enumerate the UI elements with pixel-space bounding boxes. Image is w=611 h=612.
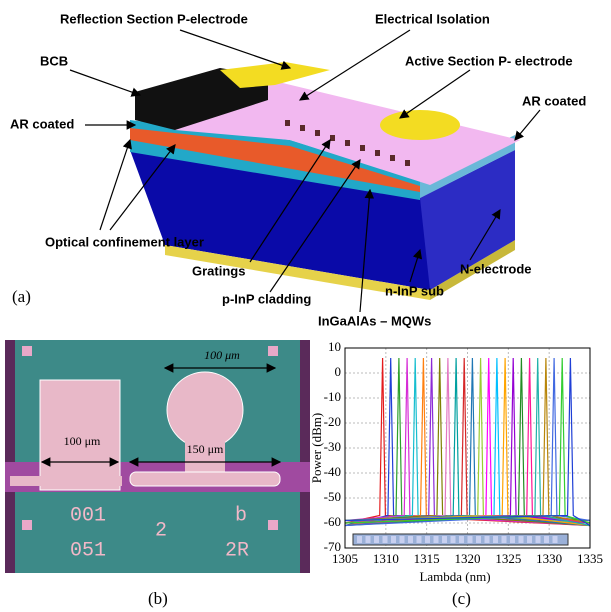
x-tick-label: 1335 — [577, 551, 603, 566]
y-tick-label: -60 — [324, 514, 341, 529]
scale-label: 100 μm — [204, 348, 240, 362]
y-tick-label: 0 — [335, 364, 342, 379]
inset-cell — [493, 536, 498, 543]
x-tick-label: 1305 — [332, 551, 358, 566]
y-tick-label: -10 — [324, 389, 341, 404]
inset-cell — [468, 536, 473, 543]
die-mark: 001 — [70, 504, 106, 527]
scale-label: 150 μm — [187, 442, 224, 456]
inset-cell — [417, 536, 422, 543]
die-mark: 2R — [225, 539, 249, 562]
label: p-InP cladding — [222, 291, 311, 306]
inset-cell — [374, 536, 379, 543]
inset-cell — [408, 536, 413, 543]
label: InGaAlAs – MQWs — [318, 313, 431, 328]
y-tick-label: -30 — [324, 439, 341, 454]
inset-cell — [459, 536, 464, 543]
inset-cell — [400, 536, 405, 543]
x-tick-label: 1330 — [536, 551, 562, 566]
scale-label: 100 μm — [64, 434, 101, 448]
label: AR coated — [522, 93, 586, 108]
label: Electrical Isolation — [375, 11, 490, 26]
label: Gratings — [192, 263, 245, 278]
inset-cell — [527, 536, 532, 543]
inset-cell — [383, 536, 388, 543]
inset-cell — [425, 536, 430, 543]
inset-cell — [366, 536, 371, 543]
inset-cell — [544, 536, 549, 543]
label: Active Section P- electrode — [405, 53, 573, 68]
label: N-electrode — [460, 261, 532, 276]
inset-cell — [391, 536, 396, 543]
die-mark: 051 — [70, 539, 106, 562]
inset-cell — [553, 536, 558, 543]
label: AR coated — [10, 116, 74, 131]
label: Optical confinement layer — [45, 234, 204, 249]
inset-cell — [451, 536, 456, 543]
y-axis-title: Power (dBm) — [309, 413, 324, 483]
x-tick-label: 1310 — [373, 551, 399, 566]
y-tick-label: 10 — [328, 339, 341, 354]
die-mark: b — [235, 504, 247, 527]
inset-cell — [442, 536, 447, 543]
inset-cell — [357, 536, 362, 543]
inset-cell — [485, 536, 490, 543]
figure: Reflection Section P-electrode Electrica… — [0, 0, 611, 612]
die-mark: 2 — [155, 519, 167, 542]
label: Reflection Section P-electrode — [60, 11, 248, 26]
y-tick-label: -20 — [324, 414, 341, 429]
inset-cell — [476, 536, 481, 543]
x-tick-label: 1325 — [495, 551, 521, 566]
chip-inset — [353, 534, 568, 545]
label: n-InP sub — [385, 283, 444, 298]
caption: (c) — [452, 589, 471, 608]
x-tick-label: 1315 — [414, 551, 440, 566]
y-tick-label: -50 — [324, 489, 341, 504]
inset-cell — [536, 536, 541, 543]
inset-cell — [502, 536, 507, 543]
y-tick-label: -40 — [324, 464, 341, 479]
label: BCB — [40, 53, 68, 68]
inset-cell — [519, 536, 524, 543]
caption: (b) — [148, 589, 168, 608]
inset-cell — [510, 536, 515, 543]
caption: (a) — [12, 287, 31, 306]
x-tick-label: 1320 — [455, 551, 481, 566]
x-axis-title: Lambda (nm) — [419, 569, 490, 584]
inset-cell — [434, 536, 439, 543]
